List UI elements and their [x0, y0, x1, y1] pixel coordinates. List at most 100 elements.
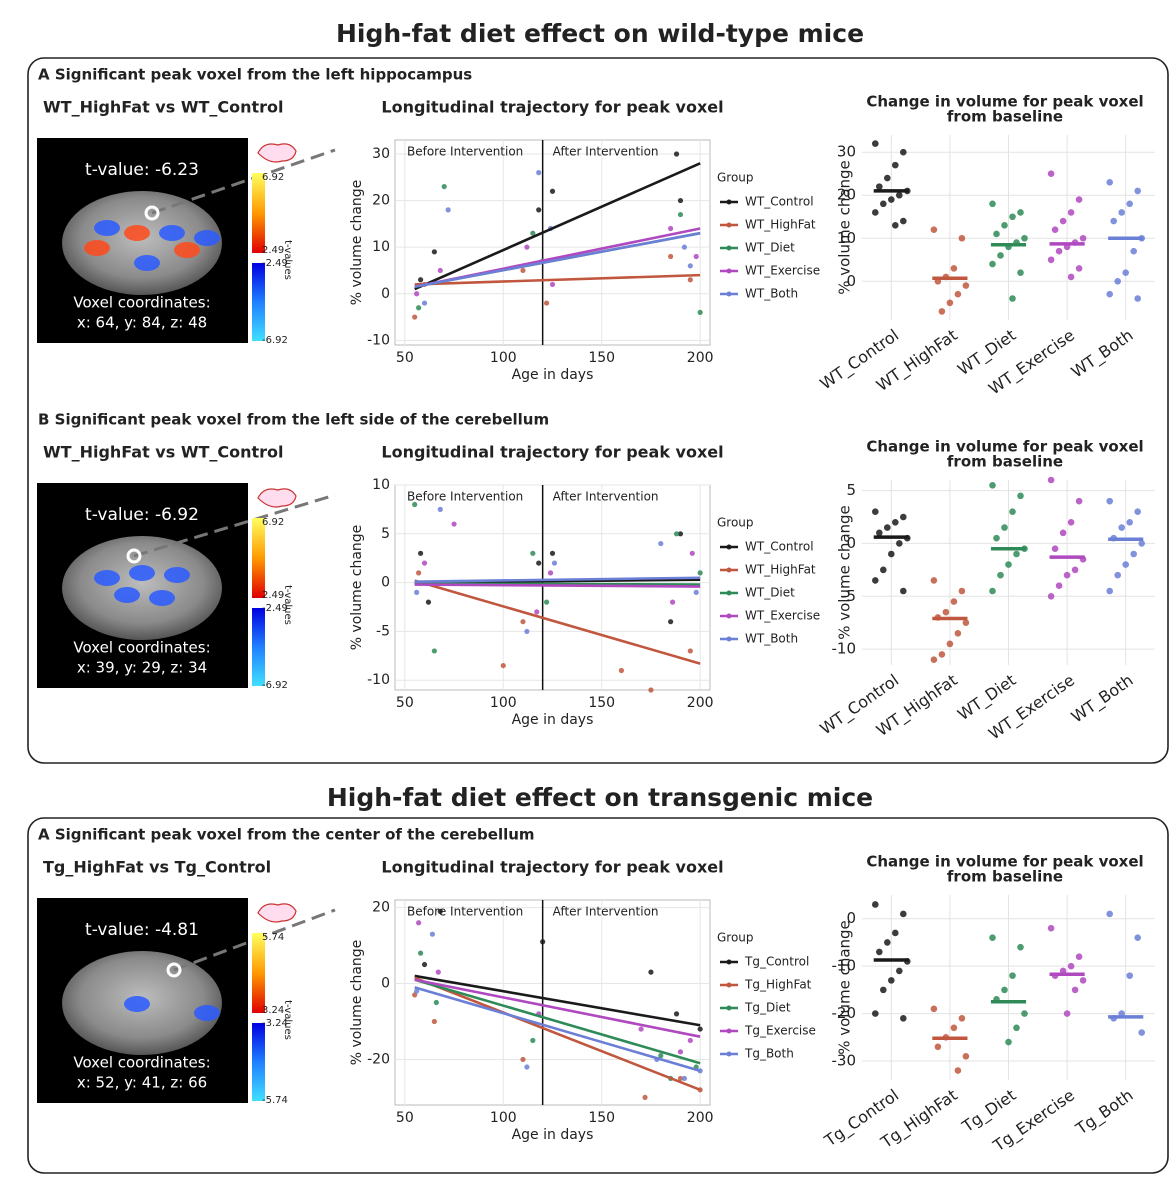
- activation-blob: [174, 242, 200, 258]
- data-point: [1106, 179, 1113, 186]
- brain-slice: [62, 536, 222, 640]
- y-axis-label: % volume change: [836, 160, 854, 295]
- data-point: [1064, 572, 1071, 579]
- data-point: [1068, 209, 1075, 216]
- section-label: A Significant peak voxel from the center…: [38, 826, 535, 844]
- data-point: [430, 932, 435, 937]
- data-point: [872, 140, 879, 147]
- data-point: [1138, 540, 1145, 547]
- y-tick-label: 5: [381, 526, 390, 542]
- colorbar: [252, 608, 265, 686]
- data-point: [1013, 1025, 1020, 1032]
- activation-blob: [124, 996, 150, 1012]
- data-point: [1009, 295, 1016, 302]
- data-point: [939, 651, 946, 658]
- data-point: [955, 291, 962, 298]
- y-tick-label: 0: [381, 575, 390, 591]
- legend-swatch: [727, 269, 732, 274]
- legend-label: Tg_Diet: [744, 1001, 791, 1015]
- activation-blob: [94, 570, 120, 586]
- data-point: [416, 305, 421, 310]
- data-point: [698, 570, 703, 575]
- activation-blob: [94, 220, 120, 236]
- data-point: [1048, 170, 1055, 177]
- annotation: Before Intervention: [407, 145, 523, 159]
- legend-label: Tg_HighFat: [744, 978, 812, 992]
- data-point: [993, 231, 1000, 238]
- data-point: [668, 254, 673, 259]
- y-tick-label: -5: [376, 623, 390, 639]
- data-point: [1005, 561, 1012, 568]
- data-point: [1064, 1010, 1071, 1017]
- data-point: [900, 149, 907, 156]
- data-point: [989, 588, 996, 595]
- data-point: [935, 1043, 942, 1050]
- data-point: [1009, 972, 1016, 979]
- x-tick-label: 150: [588, 350, 615, 366]
- data-point: [658, 541, 663, 546]
- data-point: [432, 648, 437, 653]
- data-point: [1134, 934, 1141, 941]
- data-point: [1118, 209, 1125, 216]
- data-point: [540, 939, 545, 944]
- data-point: [544, 600, 549, 605]
- annotation: Before Intervention: [407, 905, 523, 919]
- colorbar: [252, 1023, 265, 1101]
- data-point: [1048, 925, 1055, 932]
- legend-swatch: [727, 1029, 732, 1034]
- activation-blob: [129, 565, 155, 581]
- figure-title: High-fat diet effect on transgenic mice: [327, 783, 873, 812]
- data-point: [872, 901, 879, 908]
- data-point: [1130, 248, 1137, 255]
- legend-swatch: [727, 292, 732, 297]
- colorbar: [252, 173, 265, 253]
- data-point: [1001, 524, 1008, 531]
- colorbar-tick-label: 2.49: [262, 590, 284, 601]
- data-point: [888, 977, 895, 984]
- data-point: [1076, 265, 1083, 272]
- data-point: [943, 609, 950, 616]
- legend-title: Group: [717, 171, 754, 185]
- activation-blob: [84, 240, 110, 256]
- t-value: t-value: -6.92: [85, 505, 199, 525]
- x-tick-label: 200: [687, 1110, 714, 1126]
- data-point: [1080, 235, 1087, 242]
- data-point: [678, 212, 683, 217]
- data-point: [959, 235, 966, 242]
- data-point: [963, 619, 970, 626]
- y-tick-label: 0: [381, 976, 390, 992]
- data-point: [548, 570, 553, 575]
- colorbar-label: t-values: [282, 1000, 293, 1040]
- voxel-coordinates: x: 39, y: 29, z: 34: [77, 659, 207, 677]
- data-point: [688, 648, 693, 653]
- data-point: [872, 577, 879, 584]
- data-point: [931, 656, 938, 663]
- data-point: [536, 207, 541, 212]
- data-point: [1060, 530, 1067, 537]
- comparison-label: WT_HighFat vs WT_Control: [43, 443, 284, 462]
- data-point: [1048, 256, 1055, 263]
- y-tick-label: 5: [846, 481, 856, 499]
- data-point: [892, 222, 899, 229]
- y-tick-label: 20: [372, 900, 390, 916]
- legend-swatch: [727, 568, 732, 573]
- y-axis-label: % volume change: [836, 505, 854, 640]
- legend-label: WT_Both: [745, 632, 798, 646]
- activation-blob: [124, 225, 150, 241]
- t-value: t-value: -4.81: [85, 920, 199, 940]
- data-point: [900, 218, 907, 225]
- data-point: [694, 254, 699, 259]
- data-point: [422, 962, 427, 967]
- data-point: [884, 939, 891, 946]
- y-tick-label: 20: [372, 193, 390, 209]
- data-point: [1005, 1039, 1012, 1046]
- figure: High-fat diet effect on wild-type mice H…: [0, 0, 1175, 1183]
- data-point: [993, 535, 1000, 542]
- data-point: [876, 183, 883, 190]
- activation-blob: [194, 230, 220, 246]
- data-point: [536, 560, 541, 565]
- data-point: [951, 265, 958, 272]
- data-point: [674, 151, 679, 156]
- legend-title: Group: [717, 931, 754, 945]
- y-axis-label: % volume change: [349, 180, 365, 306]
